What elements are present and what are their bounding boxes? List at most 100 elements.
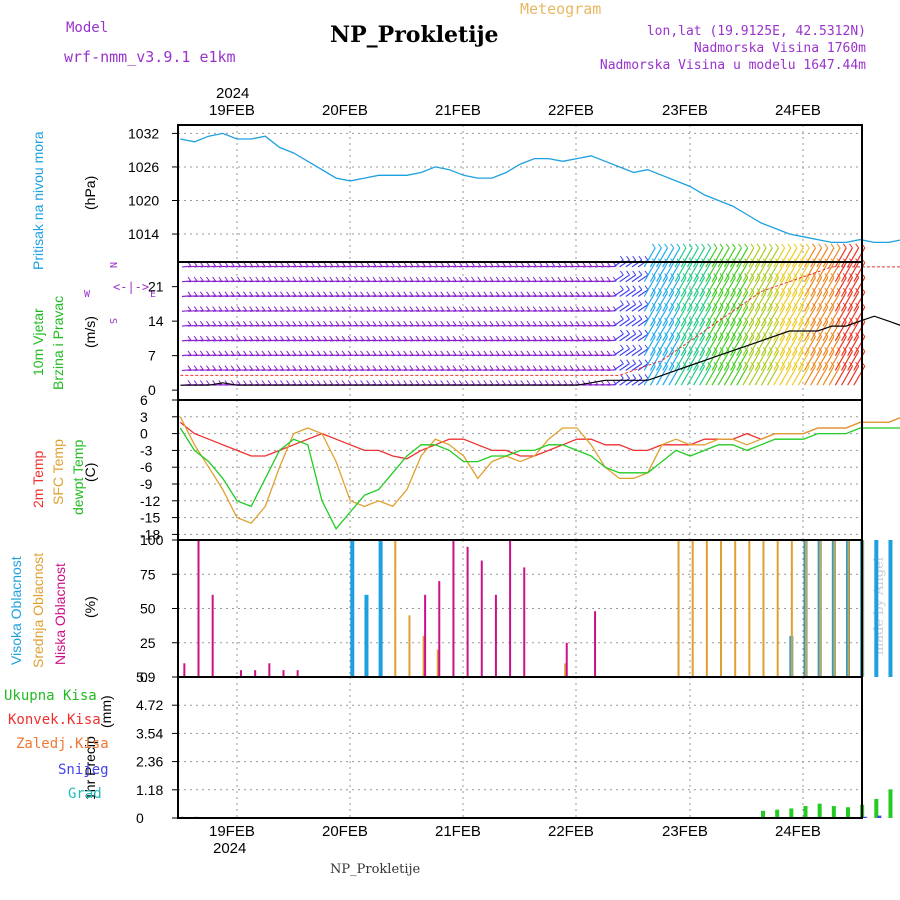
wind-barb <box>625 348 637 357</box>
cloud-mid-bar <box>734 540 737 677</box>
wind-barb-flag <box>538 350 543 356</box>
wind-barb <box>619 318 630 327</box>
wind-barb-flag <box>594 276 599 282</box>
wind-barb <box>619 289 630 297</box>
wind-barb-flag <box>520 291 525 297</box>
wind-barb <box>822 262 835 283</box>
panel-frame <box>177 261 863 401</box>
wind-barb-flag <box>317 380 321 385</box>
wind-barb <box>674 291 687 312</box>
wind-barb-flag <box>477 365 482 371</box>
wind-barb <box>736 351 749 371</box>
wind-barb-flag <box>508 380 512 385</box>
wind-barb <box>619 363 630 371</box>
wind-barb-flag <box>520 321 525 326</box>
wind-barb-flag <box>329 335 334 341</box>
wind-barb-flag <box>390 321 395 326</box>
wind-barb-flag <box>341 380 346 385</box>
xtick-label-bottom: 24FEB <box>775 823 821 840</box>
wind-barb <box>686 365 699 386</box>
wind-barb <box>637 333 649 342</box>
wind-barb <box>791 351 804 371</box>
wind-barb-flag <box>458 306 463 311</box>
wind-barb-flag <box>341 365 346 371</box>
wind-barb-flag <box>206 291 210 297</box>
wind-barb-flag <box>390 365 395 371</box>
wind-barb <box>668 277 681 297</box>
wind-barb-flag <box>187 321 192 326</box>
wind-barb-flag <box>768 243 773 249</box>
wind-barb <box>643 247 656 268</box>
wind-barb <box>816 262 829 283</box>
wind-barb <box>834 365 847 386</box>
legend-frz-rain: Zaledj.Kisa <box>16 736 109 752</box>
cloud-low-bar <box>197 540 200 677</box>
wind-barb-flag <box>682 243 687 249</box>
ytick-label: -12 <box>140 493 160 509</box>
wind-barb <box>656 306 669 327</box>
wind-barb <box>853 262 866 283</box>
wind-barb <box>748 262 761 283</box>
wind-barb <box>625 289 637 297</box>
wind-barb-flag <box>638 374 643 379</box>
wind-barb-flag <box>670 243 675 249</box>
wind-barb-flag <box>421 306 426 311</box>
xtick-label-bottom: 20FEB <box>322 823 368 840</box>
wind-barb-flag <box>360 291 364 297</box>
wind-barb-flag <box>427 350 432 356</box>
wind-barb-flag <box>249 350 254 356</box>
wind-barb <box>834 277 847 297</box>
wind-barb-flag <box>409 306 414 311</box>
wind-barb-flag <box>551 306 556 311</box>
cloud-low-bar <box>211 594 214 677</box>
wind-barb-flag <box>545 380 549 385</box>
wind-barb <box>810 277 823 297</box>
wind-barb-flag <box>464 276 469 282</box>
wind-barb-flag <box>626 344 630 350</box>
wind-barb-flag <box>569 365 574 371</box>
wind-barb-flag <box>261 380 266 385</box>
wind-barb-flag <box>464 335 469 341</box>
wind-barb-flag <box>427 335 432 341</box>
wind-barb <box>668 262 681 283</box>
wind-barb <box>804 351 816 371</box>
cloud-mid-bar <box>394 540 397 677</box>
wind-barb <box>760 247 773 268</box>
wind-barb-flag <box>280 380 284 385</box>
wind-barb-flag <box>563 306 568 311</box>
wind-barb <box>791 336 804 356</box>
wind-barb <box>619 304 630 312</box>
precip-total-bar <box>775 809 780 818</box>
wind-barb <box>693 277 706 297</box>
wind-barb-flag <box>526 380 531 385</box>
wind-barb-flag <box>452 380 457 385</box>
wind-barb-flag <box>378 321 383 326</box>
wind-barb-flag <box>298 350 303 356</box>
cloud-mid-bar <box>564 663 567 677</box>
wind-barb <box>693 321 706 342</box>
wind-barb <box>693 262 706 283</box>
wind-barb-flag <box>427 365 432 371</box>
legend-hail: Grad <box>68 786 102 802</box>
wind-barb-flag <box>526 306 531 311</box>
wind-barb-flag <box>483 335 488 341</box>
wind-barb <box>767 365 780 386</box>
wind-barb-flag <box>409 321 414 326</box>
wind-barb <box>674 306 687 327</box>
wind-barb <box>662 321 675 342</box>
wind-barb <box>699 336 712 356</box>
wind-barb-flag <box>582 365 586 371</box>
wind-barb-flag <box>261 335 266 341</box>
wind-barb <box>748 291 761 312</box>
wind-barb-flag <box>384 321 389 326</box>
wind-barb-flag <box>452 350 457 356</box>
wind-barb-flag <box>638 285 643 291</box>
wind-barb-flag <box>569 291 574 297</box>
wind-barb-flag <box>243 335 247 341</box>
wind-barb <box>649 321 662 342</box>
precip-total-bar <box>803 806 808 818</box>
wind-barb <box>736 262 749 283</box>
wind-barb-flag <box>323 321 327 326</box>
wind-barb-flag <box>446 335 451 341</box>
wind-barb <box>822 351 835 371</box>
